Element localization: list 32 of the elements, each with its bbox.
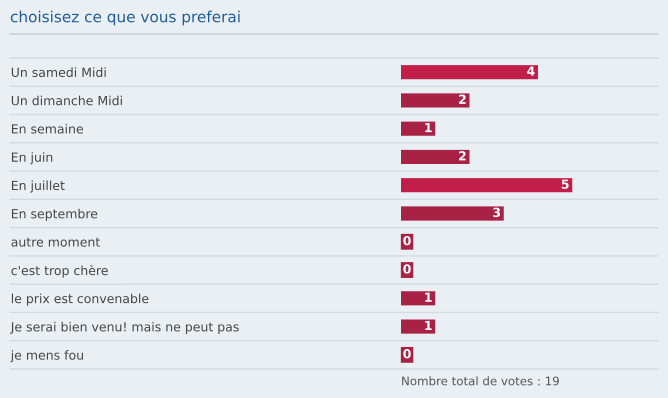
data-label: 2 (459, 94, 466, 104)
data-label: 0 (403, 264, 411, 274)
data-label: 1 (425, 320, 432, 330)
bar (401, 150, 470, 164)
bar (401, 178, 572, 192)
y-tick-label: Un dimanche Midi (12, 96, 122, 106)
y-tick-label: Un samedi Midi (12, 67, 106, 78)
data-label: 0 (403, 349, 411, 358)
data-label: 5 (562, 180, 569, 189)
data-label: 3 (493, 208, 500, 218)
y-tick-label: c'est trop chère (11, 265, 108, 278)
y-tick-label: En juillet (12, 180, 65, 193)
y-tick-label: je mens fou (10, 350, 83, 362)
data-label: 1 (425, 123, 432, 132)
data-label: 4 (527, 66, 535, 76)
y-tick-label: autre moment (11, 238, 100, 247)
text: Nombre total de votes : 19 (402, 376, 559, 386)
bar (401, 206, 504, 221)
bar (401, 320, 436, 334)
data-label: 2 (459, 151, 466, 160)
y-tick-label: le prix est convenable (12, 294, 148, 306)
y-tick-label: En juin (12, 152, 52, 164)
y-tick-label: En semaine (12, 124, 83, 134)
y-tick-label: Je serai bien venu! mais ne peut pas (10, 322, 239, 334)
text: choisisez ce que vous preferai (10, 10, 240, 26)
data-label: 0 (403, 236, 411, 246)
y-tick-label: En septembre (12, 208, 98, 221)
bar (401, 93, 470, 108)
bar (401, 65, 538, 80)
bar (401, 291, 436, 306)
bar (401, 122, 436, 136)
data-label: 1 (425, 292, 432, 302)
